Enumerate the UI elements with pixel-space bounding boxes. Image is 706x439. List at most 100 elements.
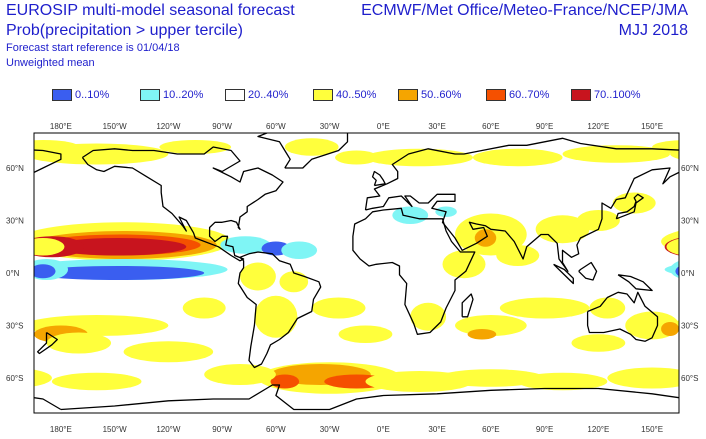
probability-area: [607, 367, 679, 389]
latitude-label: 60°N: [681, 164, 699, 173]
probability-area: [34, 266, 205, 280]
longitude-label: 120°E: [587, 122, 609, 131]
probability-area: [437, 369, 545, 387]
longitude-label: 150°W: [103, 122, 128, 131]
longitude-label: 90°W: [212, 122, 232, 131]
longitude-label: 150°E: [641, 122, 663, 131]
longitude-label: 120°W: [156, 425, 181, 434]
latitude-label: 30°N: [681, 217, 699, 226]
coastline-layer: [0, 133, 679, 411]
probability-area: [46, 332, 112, 354]
probability-area: [123, 341, 214, 363]
probability-fill-layer: [34, 138, 679, 394]
legend-swatch: [313, 89, 333, 101]
probability-area: [240, 262, 276, 291]
legend-item: 40..50%: [313, 88, 376, 102]
coastline-japan: [615, 193, 644, 220]
probability-area: [661, 230, 679, 253]
coastline-borneo: [578, 261, 598, 281]
probability-area: [50, 238, 187, 256]
legend-item: 0..10%: [52, 88, 109, 102]
probability-area: [204, 364, 276, 385]
probability-area: [34, 264, 56, 279]
probability-area: [159, 140, 232, 154]
coastline-eurasia: [364, 137, 679, 272]
legend-swatch: [398, 89, 418, 101]
coastline-madagascar: [461, 293, 474, 318]
longitude-label: 90°E: [536, 122, 553, 131]
longitude-label: 120°W: [156, 122, 181, 131]
probability-area: [410, 302, 447, 331]
coastline-antarctica-a: [60, 384, 679, 411]
longitude-label: 180°E: [50, 122, 72, 131]
longitude-label: 30°W: [320, 425, 340, 434]
legend-swatch: [571, 89, 591, 101]
probability-area: [576, 210, 620, 231]
coastline-uk: [371, 170, 386, 187]
mean-type: Unweighted mean: [6, 57, 95, 69]
legend-item: 20..40%: [225, 88, 288, 102]
legend-label: 20..40%: [248, 89, 289, 101]
probability-area: [311, 297, 366, 319]
legend-item: 70..100%: [571, 88, 640, 102]
legend-label: 70..100%: [594, 89, 641, 101]
map-frame: [33, 132, 680, 414]
latitude-label: 30°S: [681, 322, 698, 331]
probability-area: [571, 334, 626, 352]
longitude-label: 60°E: [482, 122, 499, 131]
coastline-antarctica-a: [34, 397, 62, 411]
title-line-1: EUROSIP multi-model seasonal forecast: [6, 2, 295, 19]
probability-area: [467, 329, 497, 340]
probability-area: [34, 238, 65, 256]
latitude-label: 0°N: [681, 269, 695, 278]
probability-area: [442, 250, 486, 279]
legend-label: 50..60%: [421, 89, 462, 101]
latitude-label: 30°N: [6, 217, 24, 226]
probability-area: [338, 325, 393, 343]
probability-area: [499, 297, 590, 319]
coastline-australia: [0, 292, 13, 341]
legend-label: 10..20%: [163, 89, 204, 101]
probability-area: [34, 140, 79, 154]
legend-swatch: [140, 89, 160, 101]
probability-area: [51, 372, 142, 391]
probability-area: [675, 241, 679, 249]
latitude-label: 30°S: [6, 322, 23, 331]
probability-area: [666, 238, 679, 255]
longitude-label: 90°W: [212, 425, 232, 434]
probability-area: [34, 369, 52, 387]
longitude-label: 90°E: [536, 425, 553, 434]
legend-label: 0..10%: [75, 89, 110, 101]
probability-area: [589, 297, 626, 319]
legend-item: 60..70%: [486, 88, 549, 102]
legend-item: 10..20%: [140, 88, 203, 102]
longitude-label: 150°W: [103, 425, 128, 434]
color-legend: 0..10% 10..20% 20..40% 40..50% 50..60% 60..70…: [0, 88, 706, 102]
coastline-nz: [36, 331, 58, 355]
longitude-label: 30°E: [428, 425, 445, 434]
legend-swatch: [486, 89, 506, 101]
latitude-label: 60°S: [681, 374, 698, 383]
longitude-label: 150°E: [641, 425, 663, 434]
longitude-label: 180°E: [50, 425, 72, 434]
probability-area: [281, 241, 318, 259]
coastline-new-guinea: [617, 274, 653, 292]
title-line-2: Prob(precipitation > upper tercile): [6, 22, 244, 39]
longitude-label: 30°E: [428, 122, 445, 131]
coastline-australia: [586, 291, 659, 342]
probability-area: [472, 148, 563, 167]
probability-area: [675, 266, 679, 277]
legend-swatch: [52, 89, 72, 101]
coastline-indonesia: [553, 263, 574, 285]
longitude-label: 0°E: [377, 122, 390, 131]
probability-area: [254, 295, 298, 338]
longitude-label: 120°E: [587, 425, 609, 434]
latitude-label: 60°S: [6, 374, 23, 383]
legend-label: 60..70%: [509, 89, 550, 101]
probability-area: [562, 145, 671, 163]
start-reference: Forecast start reference is 01/04/18: [6, 42, 180, 54]
longitude-label: 0°E: [377, 425, 390, 434]
coastline-north-america: [81, 146, 284, 262]
coastline-greenland: [257, 133, 349, 169]
